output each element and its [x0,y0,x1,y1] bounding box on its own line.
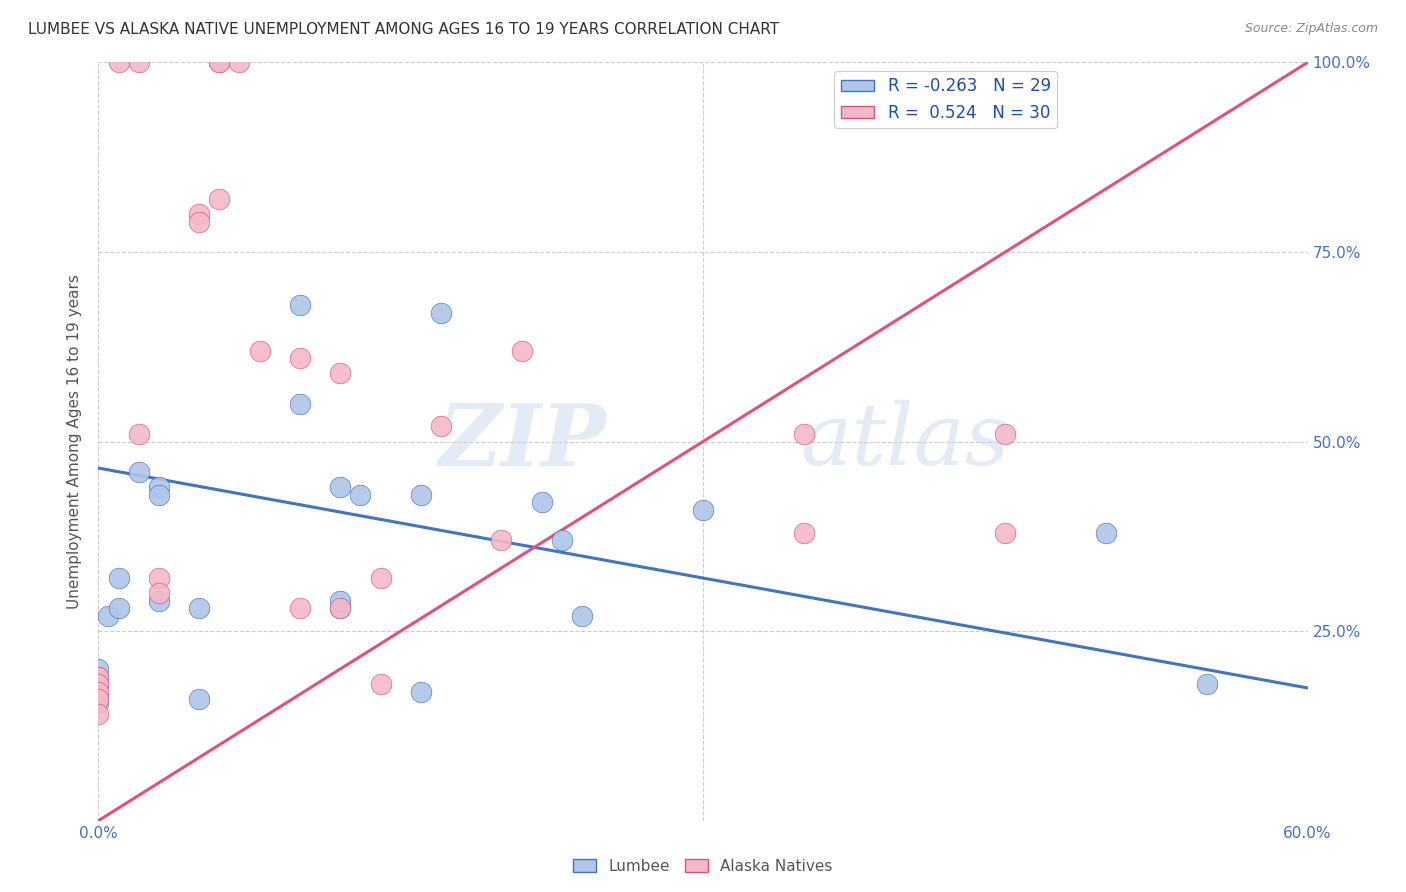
Point [87,677,110,691]
Point [208,55,231,70]
Point [430,419,453,434]
Point [87,662,110,676]
Point [107,571,129,585]
Point [87,669,110,683]
Point [349,487,371,501]
Point [994,427,1017,442]
Point [530,495,553,509]
Point [148,594,170,608]
Point [148,487,170,501]
Text: LUMBEE VS ALASKA NATIVE UNEMPLOYMENT AMONG AGES 16 TO 19 YEARS CORRELATION CHART: LUMBEE VS ALASKA NATIVE UNEMPLOYMENT AMO… [28,22,779,37]
Point [329,594,352,608]
Point [188,601,211,615]
Point [288,601,311,615]
Point [188,207,211,221]
Point [1195,677,1218,691]
Point [208,192,231,206]
Point [87,685,110,699]
Point [1095,525,1118,540]
Point [288,298,311,312]
Point [188,214,211,228]
Point [87,707,110,722]
Legend: R = -0.263   N = 29, R =  0.524   N = 30: R = -0.263 N = 29, R = 0.524 N = 30 [834,70,1057,128]
Point [288,396,311,410]
Point [551,533,574,548]
Point [491,533,513,548]
Point [87,692,110,706]
Point [329,601,352,615]
Point [87,669,110,683]
Point [228,55,250,70]
Point [208,55,231,70]
Point [329,366,352,380]
Point [148,480,170,494]
Point [329,480,352,494]
Point [128,427,150,442]
Point [409,685,432,699]
Point [87,689,110,703]
Point [793,525,815,540]
Point [148,571,170,585]
Point [288,351,311,366]
Point [994,525,1017,540]
Point [107,55,129,70]
Text: atlas: atlas [800,401,1010,483]
Point [571,608,593,623]
Text: Source: ZipAtlas.com: Source: ZipAtlas.com [1244,22,1378,36]
Y-axis label: Unemployment Among Ages 16 to 19 years: Unemployment Among Ages 16 to 19 years [67,274,83,609]
Point [188,692,211,706]
Point [107,601,129,615]
Legend: Lumbee, Alaska Natives: Lumbee, Alaska Natives [567,853,839,880]
Point [87,696,110,710]
Point [370,677,392,691]
Point [97,608,120,623]
Point [329,601,352,615]
Text: ZIP: ZIP [439,400,606,483]
Point [148,586,170,600]
Point [370,571,392,585]
Point [128,55,150,70]
Point [249,343,271,358]
Point [409,487,432,501]
Point [510,343,533,358]
Point [793,427,815,442]
Point [128,465,150,479]
Point [430,305,453,319]
Point [87,677,110,691]
Point [692,503,714,517]
